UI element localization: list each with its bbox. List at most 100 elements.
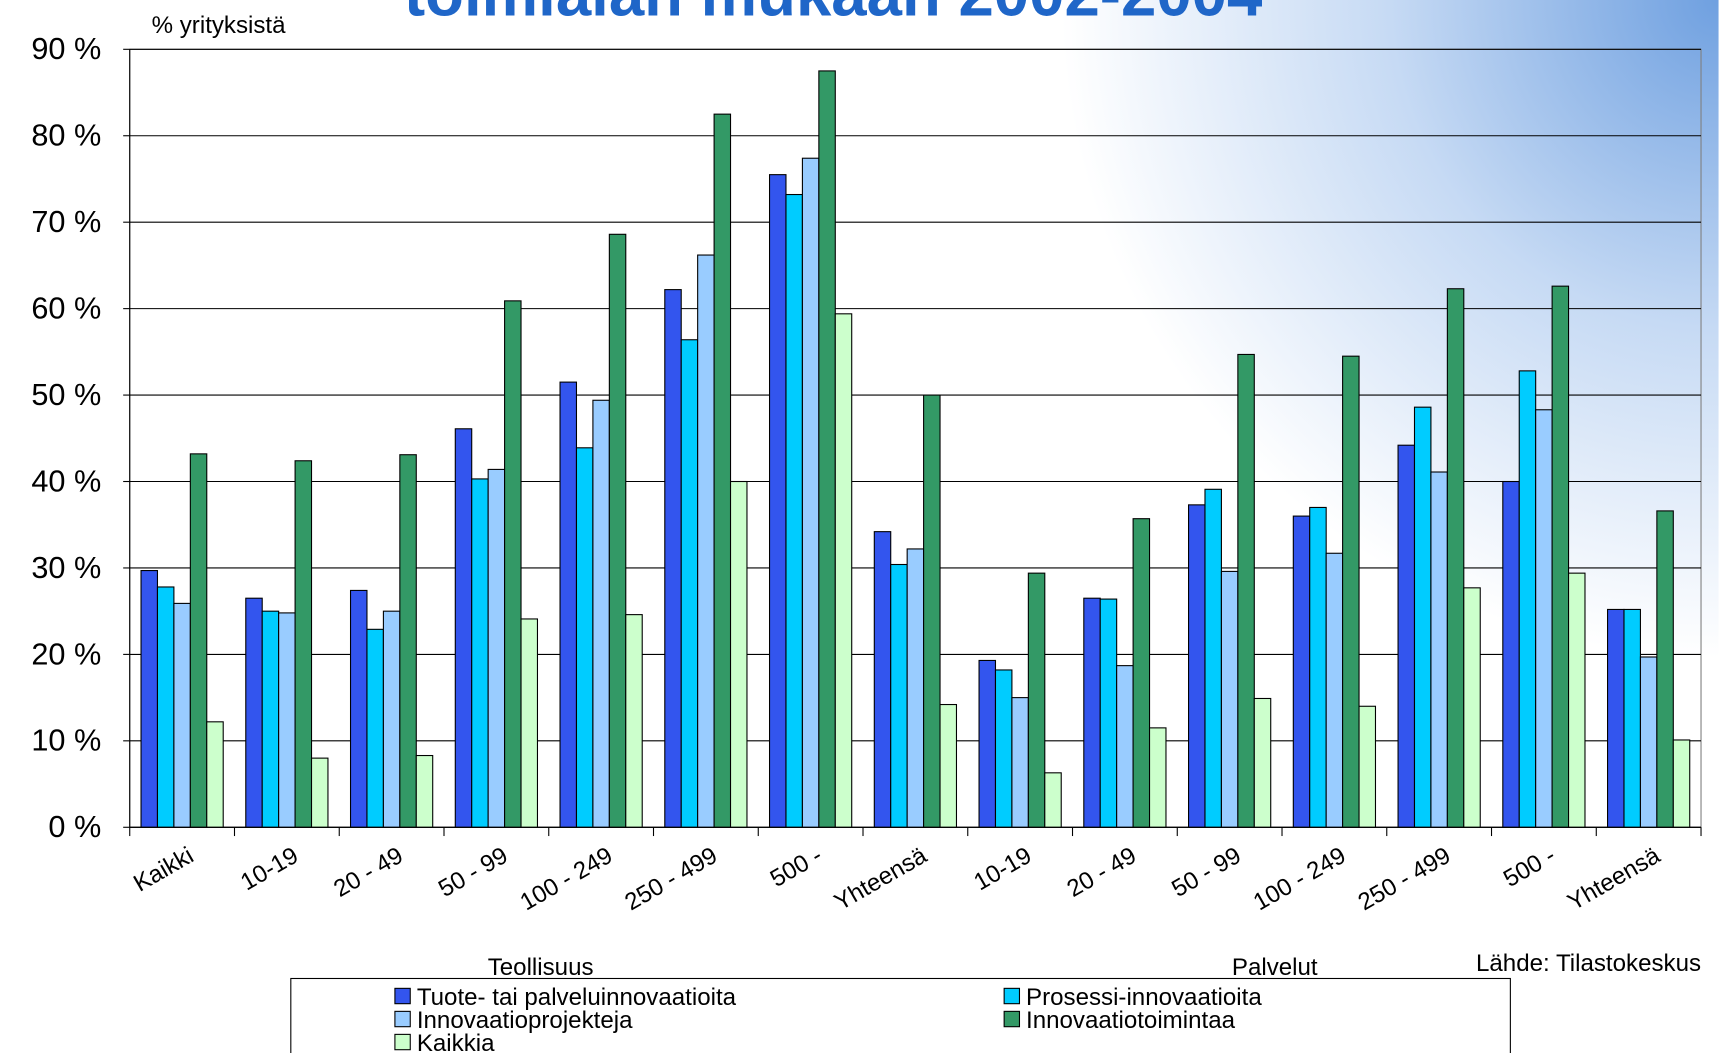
bar <box>1446 288 1465 828</box>
bar <box>1083 597 1101 828</box>
bar <box>1639 656 1658 828</box>
legend <box>290 977 1511 1053</box>
bar <box>1237 353 1255 828</box>
bar <box>1325 552 1344 828</box>
bar <box>1607 608 1625 828</box>
bar <box>1463 587 1481 828</box>
legend-label: Innovaatioprojekteja <box>417 1007 633 1034</box>
bar <box>366 628 384 828</box>
bar <box>261 610 280 828</box>
y-tick-label: 90 % <box>31 31 101 66</box>
bar <box>713 113 732 828</box>
bar <box>664 289 682 828</box>
bar <box>140 570 159 828</box>
bar <box>1116 665 1134 828</box>
bar <box>559 381 578 828</box>
bar <box>608 233 627 828</box>
legend-swatch <box>394 1033 411 1051</box>
bar <box>156 586 175 828</box>
bar <box>504 300 522 828</box>
bar <box>1623 608 1641 828</box>
y-tick-label: 30 % <box>31 550 101 585</box>
bar <box>575 447 594 828</box>
bar <box>399 454 417 828</box>
bar <box>1309 506 1327 828</box>
bar <box>294 460 313 828</box>
bar <box>310 757 329 828</box>
bar <box>1220 570 1239 828</box>
bar <box>1188 504 1206 828</box>
bar <box>1568 572 1586 828</box>
bar <box>349 589 368 828</box>
bar <box>1672 739 1691 828</box>
bar <box>818 70 836 828</box>
group-label: Teollisuus <box>488 954 594 981</box>
bar <box>1148 727 1167 828</box>
group-label: Palvelut <box>1232 954 1318 981</box>
bar <box>906 548 925 828</box>
bar <box>1358 705 1377 828</box>
bar <box>1397 444 1416 828</box>
bar <box>890 563 908 828</box>
bar <box>1099 598 1118 828</box>
bar <box>1027 572 1046 828</box>
legend-label: Tuote- tai palveluinnovaatioita <box>417 984 737 1011</box>
bar <box>1413 406 1432 828</box>
bar <box>415 754 434 828</box>
y-tick-label: 40 % <box>31 463 101 498</box>
legend-swatch <box>1003 987 1021 1005</box>
bar <box>994 669 1013 828</box>
chart-title: toimialan mukaan 2002-2004 <box>404 0 1262 29</box>
bar <box>173 602 191 828</box>
bar <box>680 339 699 828</box>
y-tick-label: 80 % <box>31 118 101 153</box>
legend-label: Kaikkia <box>417 1030 495 1053</box>
legend-swatch <box>394 1010 411 1028</box>
bar <box>834 313 853 828</box>
bar <box>1430 471 1448 828</box>
bar <box>1132 518 1151 828</box>
legend-label: Innovaatiotoimintaa <box>1026 1007 1236 1034</box>
bar <box>245 597 263 828</box>
bar <box>1342 355 1360 828</box>
y-axis-label: % yrityksistä <box>152 12 286 39</box>
bar <box>801 157 820 828</box>
bar <box>1656 510 1674 828</box>
bar <box>454 428 473 828</box>
bar <box>873 531 892 828</box>
bar <box>206 721 224 828</box>
bar <box>471 478 489 828</box>
bar <box>1292 515 1311 828</box>
bar <box>278 612 296 828</box>
bar <box>1044 772 1062 828</box>
bar <box>382 610 401 828</box>
bar <box>592 399 610 828</box>
bar <box>1253 697 1272 828</box>
bar <box>625 614 643 828</box>
bar <box>785 193 803 828</box>
source: Lähde: Tilastokeskus <box>1476 950 1701 977</box>
legend-swatch <box>394 987 411 1005</box>
y-tick-label: 20 % <box>31 636 101 671</box>
bar <box>939 703 958 828</box>
bar <box>1535 409 1553 828</box>
bar <box>1502 480 1520 828</box>
bar <box>1011 697 1029 828</box>
y-tick-label: 60 % <box>31 290 101 325</box>
y-tick-label: 50 % <box>31 377 101 412</box>
bar <box>1204 488 1222 828</box>
bar <box>923 394 941 828</box>
bar <box>768 174 787 828</box>
bar <box>189 453 208 828</box>
y-tick-label: 10 % <box>31 723 101 758</box>
bar <box>729 480 748 828</box>
bar <box>697 254 715 828</box>
legend-label: Prosessi-innovaatioita <box>1026 984 1262 1011</box>
bar <box>520 618 539 828</box>
bar <box>1518 370 1537 828</box>
bar <box>487 468 506 828</box>
bar <box>978 659 997 828</box>
y-tick-label: 70 % <box>31 204 101 239</box>
bar <box>1551 285 1570 828</box>
